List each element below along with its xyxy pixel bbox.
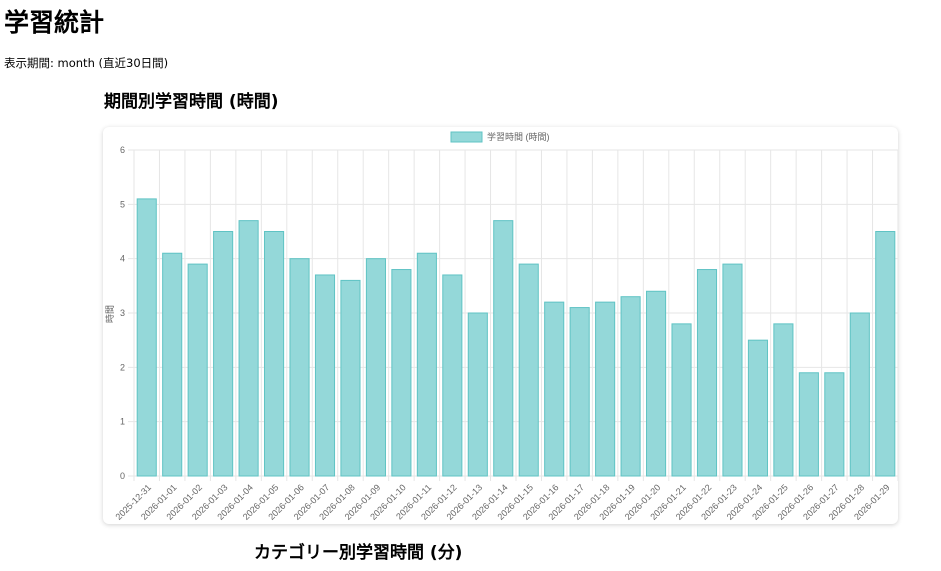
y-tick-label: 6: [120, 145, 125, 155]
page-title: 学習統計: [4, 8, 105, 37]
bar-2026-01-14[interactable]: [493, 220, 514, 477]
bar-2026-01-17[interactable]: [569, 307, 590, 477]
y-tick-label: 5: [120, 199, 125, 209]
y-tick-label: 3: [120, 308, 125, 318]
x-tick-labels: 2025-12-312026-01-012026-01-022026-01-03…: [114, 482, 892, 522]
bar-2026-01-11[interactable]: [416, 252, 437, 477]
legend-label[interactable]: 学習時間 (時間): [487, 131, 550, 142]
bar-2026-01-05[interactable]: [264, 231, 285, 477]
bar-2025-12-31[interactable]: [136, 198, 157, 477]
bar-2026-01-23[interactable]: [722, 263, 743, 477]
y-tick-label: 4: [120, 254, 125, 264]
bar-2026-01-22[interactable]: [696, 269, 718, 477]
bar-2026-01-18[interactable]: [595, 301, 616, 477]
bar-2026-01-21[interactable]: [671, 323, 692, 477]
period-label: 表示期間: month (直近30日間): [4, 56, 169, 70]
bar-2026-01-03[interactable]: [213, 231, 234, 477]
bar-2026-01-08[interactable]: [340, 279, 361, 477]
legend[interactable]: 学習時間 (時間): [450, 131, 550, 143]
bar-2026-01-09[interactable]: [365, 258, 386, 477]
bar-2026-01-12[interactable]: [442, 274, 463, 477]
y-axis-label: 時間: [105, 305, 115, 323]
y-tick-label: 0: [120, 471, 125, 481]
bar-2026-01-19[interactable]: [620, 296, 641, 477]
chart-heading: 期間別学習時間 (時間): [104, 92, 279, 112]
bar-2026-01-24[interactable]: [747, 339, 768, 477]
y-tick-label: 2: [120, 362, 125, 372]
bar-2026-01-28[interactable]: [849, 312, 870, 477]
bars: [136, 198, 896, 477]
bar-2026-01-13[interactable]: [467, 312, 488, 477]
bar-2026-01-16[interactable]: [544, 301, 565, 477]
bar-2026-01-01[interactable]: [162, 252, 183, 477]
grid-lines: [128, 149, 898, 481]
bar-2026-01-25[interactable]: [773, 323, 794, 477]
bar-2026-01-20[interactable]: [646, 290, 667, 477]
bar-2026-01-15[interactable]: [518, 263, 539, 477]
bar-2026-01-29[interactable]: [875, 231, 896, 477]
chart-card: 0 1 2 3 4 5 6 2025-12-31 2026-01-01 2026-01-02 20…: [103, 127, 898, 524]
bar-2026-01-26[interactable]: [798, 372, 819, 477]
bar-2026-01-27[interactable]: [824, 372, 845, 477]
y-tick-labels: 0 1 2 3 4 5 6: [120, 145, 125, 481]
legend-swatch[interactable]: [450, 131, 483, 143]
bar-2026-01-07[interactable]: [314, 274, 336, 477]
y-tick-label: 1: [120, 417, 125, 427]
bar-2026-01-04[interactable]: [238, 220, 259, 477]
bar-chart: 0 1 2 3 4 5 6 2025-12-312026-01-012026-01-0220…: [105, 131, 898, 522]
bar-2026-01-06[interactable]: [289, 258, 310, 477]
category-chart-heading: カテゴリー別学習時間 (分): [254, 543, 463, 563]
bar-2026-01-10[interactable]: [391, 269, 412, 477]
bar-2026-01-02[interactable]: [187, 263, 208, 477]
